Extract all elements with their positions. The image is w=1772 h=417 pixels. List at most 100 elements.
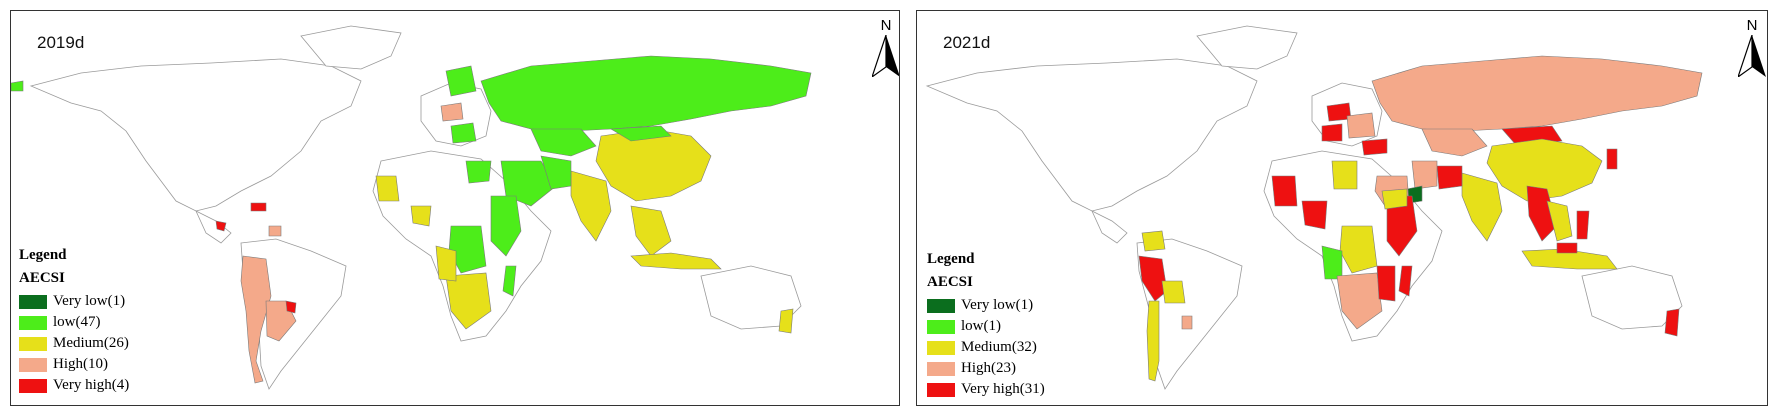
legend-swatch-low <box>19 315 47 330</box>
region-panama <box>215 220 227 232</box>
region-kazakhstan <box>1421 128 1488 157</box>
legend-label: low(1) <box>961 318 1001 334</box>
region-angola-low <box>1321 245 1343 280</box>
region-iran <box>540 155 572 190</box>
legend-item-medium: Medium(32) <box>927 337 1045 358</box>
legend-label: Very high(31) <box>961 381 1045 397</box>
region-iran <box>1411 160 1438 190</box>
region-new-zealand <box>1664 308 1680 337</box>
world-map-2019 <box>11 25 812 390</box>
legend-title: Legend <box>927 251 975 267</box>
world-map-2021 <box>925 25 1703 390</box>
legend-item-very-low: Very low(1) <box>19 291 129 312</box>
region-greenland <box>1196 25 1298 70</box>
legend: Legend AECSI Very low(1) low(47) Medium(… <box>19 247 129 396</box>
north-arrow-icon <box>1738 35 1766 77</box>
legend-item-very-low: Very low(1) <box>927 295 1045 316</box>
legend-item-high: High(10) <box>19 354 129 375</box>
region-philippines <box>1576 210 1590 240</box>
region-uruguay <box>285 300 297 314</box>
region-venezuela <box>268 225 282 237</box>
region-ethiopia <box>1381 188 1408 210</box>
legend: Legend AECSI Very low(1) low(1) Medium(3… <box>927 251 1045 400</box>
region-turkey-caucasus <box>1361 138 1388 156</box>
year-label: 2019d <box>37 33 85 52</box>
region-indonesia <box>630 252 722 270</box>
region-india <box>1461 172 1503 242</box>
region-central-africa <box>448 225 487 274</box>
region-madagascar <box>1398 265 1413 297</box>
region-southeast-asia <box>630 205 672 257</box>
region-peru-andes <box>240 255 272 384</box>
legend-label: low(47) <box>53 314 101 330</box>
north-letter: N <box>1746 17 1758 34</box>
region-mongolia <box>610 125 672 142</box>
region-north-africa <box>1331 160 1358 190</box>
legend-item-low: low(47) <box>19 312 129 333</box>
region-nigeria <box>410 205 432 227</box>
legend-label: High(23) <box>961 360 1016 376</box>
legend-item-very-high: Very high(4) <box>19 375 129 396</box>
region-madagascar <box>502 265 517 297</box>
region-central-america <box>1091 210 1128 244</box>
region-east-africa <box>1386 195 1418 257</box>
legend-label: Very low(1) <box>53 293 126 309</box>
region-scandinavia <box>445 65 477 97</box>
legend-swatch-high <box>19 357 47 372</box>
region-nigeria <box>1301 200 1328 230</box>
region-malaysia <box>1556 242 1578 254</box>
legend-swatch-very-high <box>19 378 47 393</box>
region-europe-hot-2 <box>1321 123 1343 142</box>
north-arrow-icon <box>872 35 899 77</box>
north-letter: N <box>880 17 892 34</box>
region-india <box>570 170 612 242</box>
region-poland <box>440 102 464 122</box>
legend-swatch-medium <box>19 336 47 351</box>
region-north-africa <box>465 160 492 184</box>
region-china <box>1486 138 1603 202</box>
region-central-america <box>195 210 232 244</box>
year-label: 2021d <box>943 33 991 52</box>
legend-title: Legend <box>19 247 67 263</box>
region-brazil-se <box>1181 315 1193 330</box>
region-japan-korea <box>1606 148 1618 170</box>
legend-item-medium: Medium(26) <box>19 333 129 354</box>
region-alaska-edge <box>11 80 24 92</box>
legend-subtitle: AECSI <box>927 274 973 290</box>
region-caribbean <box>250 202 267 212</box>
legend-swatch-low <box>927 319 955 334</box>
map-panel-2021: 2021d N Legend AECSI Very low(1) low(1) … <box>916 10 1768 406</box>
region-north-america <box>925 58 1258 212</box>
region-angola <box>435 245 457 282</box>
region-chile <box>1146 300 1160 382</box>
region-new-zealand <box>778 308 794 334</box>
legend-swatch-very-high <box>927 382 955 397</box>
legend-item-very-high: Very high(31) <box>927 379 1045 400</box>
region-pakistan <box>1436 165 1463 190</box>
legend-label: Medium(26) <box>53 335 129 351</box>
region-peru <box>1138 255 1168 302</box>
region-southeast-asia <box>1526 185 1558 242</box>
legend-label: High(10) <box>53 356 108 372</box>
north-arrow: N <box>1732 17 1767 79</box>
map-panel-2019: 2019d N Legend AECSI Very low(1) low(47)… <box>10 10 900 406</box>
region-east-africa <box>490 195 522 257</box>
region-middle-east <box>500 160 557 207</box>
region-indochina <box>1546 200 1573 242</box>
north-arrow: N <box>866 17 899 79</box>
legend-swatch-high <box>927 361 955 376</box>
region-europe-high <box>1346 112 1376 139</box>
region-mauritania <box>1271 175 1298 207</box>
region-kazakhstan <box>530 128 597 157</box>
legend-item-low: low(1) <box>927 316 1045 337</box>
region-balkans <box>450 122 477 144</box>
region-west-africa <box>375 175 400 202</box>
region-russia <box>1371 55 1703 132</box>
region-china <box>595 128 712 202</box>
legend-swatch-very-low <box>19 294 47 309</box>
region-colombia <box>1141 230 1166 252</box>
region-central-africa <box>1339 225 1378 274</box>
region-russia <box>480 55 812 132</box>
legend-swatch-medium <box>927 340 955 355</box>
legend-item-high: High(23) <box>927 358 1045 379</box>
